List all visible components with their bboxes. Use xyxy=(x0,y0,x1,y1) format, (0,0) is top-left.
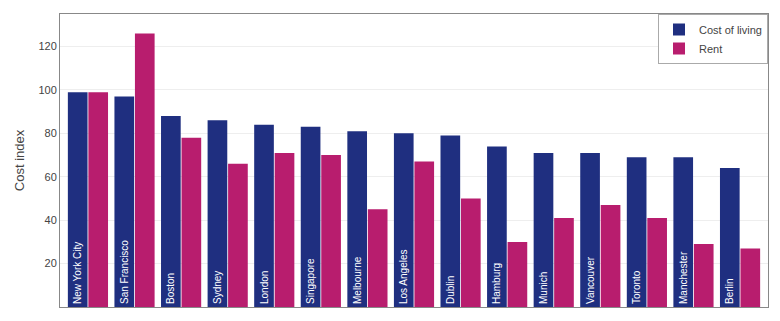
svg-text:Manchester: Manchester xyxy=(678,251,689,304)
svg-text:Sydney: Sydney xyxy=(212,271,223,304)
svg-text:Boston: Boston xyxy=(165,273,176,304)
svg-text:San Francisco: San Francisco xyxy=(119,240,130,304)
svg-text:60: 60 xyxy=(45,171,57,183)
svg-text:40: 40 xyxy=(45,214,57,226)
svg-text:100: 100 xyxy=(38,84,56,96)
svg-text:Rent: Rent xyxy=(699,43,722,55)
svg-text:20: 20 xyxy=(45,257,57,269)
svg-text:Cost of living: Cost of living xyxy=(699,24,762,36)
svg-text:Singapore: Singapore xyxy=(305,258,316,304)
svg-text:Los Angeles: Los Angeles xyxy=(398,250,409,305)
svg-text:Munich: Munich xyxy=(538,272,549,304)
svg-text:80: 80 xyxy=(45,127,57,139)
svg-text:Melbourne: Melbourne xyxy=(352,256,363,304)
svg-text:London: London xyxy=(259,271,270,304)
svg-text:Berlin: Berlin xyxy=(724,278,735,304)
svg-text:Cost index: Cost index xyxy=(12,129,27,191)
svg-text:Vancouver: Vancouver xyxy=(585,256,596,304)
svg-text:New York City: New York City xyxy=(72,242,83,304)
svg-text:Toronto: Toronto xyxy=(631,270,642,304)
svg-text:120: 120 xyxy=(38,40,56,52)
svg-text:Hamburg: Hamburg xyxy=(491,263,502,304)
svg-text:Dublin: Dublin xyxy=(445,276,456,304)
